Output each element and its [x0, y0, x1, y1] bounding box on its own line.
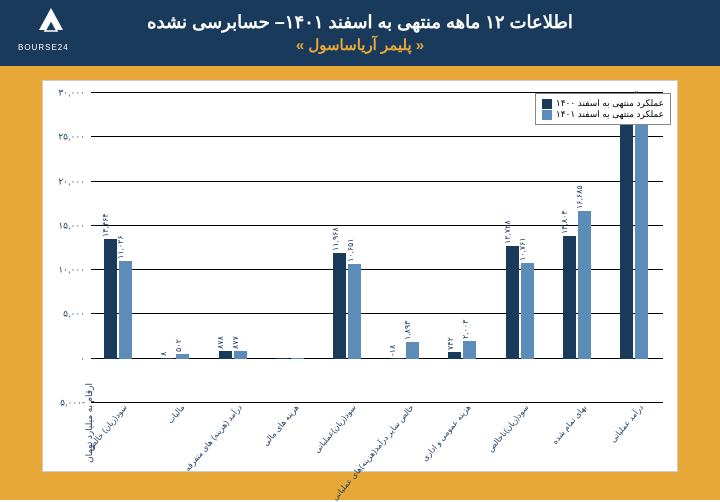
bar-value-label: ۱۱,۰۲۶ — [116, 235, 125, 259]
bar: ۲,۰۰۳ — [463, 341, 476, 359]
bar-value-label: ۸۷۷ — [231, 336, 240, 349]
bar: ۸۷۷ — [234, 351, 247, 359]
brand-logo: BOURSE24 — [18, 6, 69, 52]
chart-area: -۵,۰۰۰ ۰ ۵,۰۰۰ ۱۰,۰۰۰ ۱۵,۰۰۰ ۲۰,۰۰۰ ۲۵,۰۰۰ ۳۰,۰… — [42, 80, 678, 472]
bar: ۸ — [161, 358, 174, 359]
y-tick-label: -۵,۰۰۰ — [60, 398, 85, 409]
bar: ۱۳,۴۶۴ — [104, 239, 117, 358]
bar: ۱۸- — [391, 358, 404, 359]
x-tick-label: مالیات — [165, 403, 186, 425]
x-tick-label: سود(زیان)ناخالص — [486, 403, 530, 454]
y-tick-label: ۲۵,۰۰۰ — [58, 132, 85, 143]
bar-value-label: ۱۶,۶۸۵ — [575, 185, 584, 209]
bar-value-label: ۱۰,۶۵۱ — [346, 239, 355, 263]
bar: ۱۶,۶۸۵ — [578, 211, 591, 359]
frame: BOURSE24 اطلاعات ۱۲ ماهه منتهی به اسفند … — [0, 0, 720, 500]
bar-value-label: ۲,۰۰۳ — [461, 320, 470, 339]
legend-swatch — [542, 110, 552, 120]
bar: ۱۲,۷۲۸ — [506, 246, 519, 359]
page-subtitle: « پلیمر آریاساسول » — [20, 36, 700, 54]
x-tick-label: هزینه های مالی — [261, 403, 301, 448]
y-tick-label: ۲۰,۰۰۰ — [58, 176, 85, 187]
page-title: اطلاعات ۱۲ ماهه منتهی به اسفند ۱۴۰۱– حسا… — [20, 12, 700, 33]
y-tick-label: ۵,۰۰۰ — [63, 309, 85, 320]
legend-label: عملکرد منتهی به اسفند ۱۴۰۱ — [556, 109, 664, 120]
x-tick-label: درآمد (هزینه) های متفرقه — [183, 403, 244, 473]
bar-value-label: ۱۸- — [388, 345, 397, 356]
chart-legend: عملکرد منتهی به اسفند ۱۴۰۰ عملکرد منتهی … — [535, 93, 671, 125]
x-tick-label: بهای تمام شده — [550, 403, 588, 446]
bar-value-label: ۱۲,۷۲۸ — [503, 220, 512, 244]
bar-value-label: ۷۴۲ — [446, 337, 455, 350]
y-tick-label: ۳۰,۰۰۰ — [58, 88, 85, 99]
bar-value-label: ۱۳,۸۰۴ — [560, 211, 569, 235]
bar-value-label: ۸۷۸ — [216, 336, 225, 349]
x-tick-label: درآمد عملیاتی — [609, 403, 646, 444]
bar: ۱۳,۸۰۴ — [563, 236, 576, 358]
legend-swatch — [542, 99, 552, 109]
bar: ۷۴۲ — [448, 352, 461, 359]
bar: ۵۰۲ — [176, 354, 189, 358]
bar-value-label: ۱۱,۹۶۸ — [331, 227, 340, 251]
bar — [291, 358, 304, 359]
legend-item: عملکرد منتهی به اسفند ۱۴۰۱ — [542, 109, 664, 120]
bar-value-label: ۱,۸۹۳ — [403, 321, 412, 340]
y-tick-label: ۰ — [80, 353, 85, 364]
x-tick-label: هزینه عمومی و اداری — [421, 403, 473, 463]
logo-icon — [33, 6, 69, 42]
bar: ۸۷۸ — [219, 351, 232, 359]
chart-plot: -۵,۰۰۰۰۵,۰۰۰۱۰,۰۰۰۱۵,۰۰۰۲۰,۰۰۰۲۵,۰۰۰۳۰,۰… — [91, 93, 663, 403]
legend-label: عملکرد منتهی به اسفند ۱۴۰۰ — [556, 98, 664, 109]
bar: ۲۶,۵۳۲ — [620, 124, 633, 359]
bar: ۱۰,۷۶۱ — [521, 263, 534, 358]
bar — [276, 358, 289, 359]
x-axis-labels: درآمد عملیاتی بهای تمام شده سود(زیان)ناخال… — [91, 401, 663, 471]
bar: ۱۱,۹۶۸ — [333, 253, 346, 359]
y-tick-label: ۱۰,۰۰۰ — [58, 265, 85, 276]
header-bar: BOURSE24 اطلاعات ۱۲ ماهه منتهی به اسفند … — [0, 0, 720, 66]
bar: ۲۷,۴۴۶ — [635, 116, 648, 359]
bar-value-label: ۵۰۲ — [174, 339, 183, 352]
brand-name: BOURSE24 — [18, 43, 69, 52]
bar: ۱۱,۰۲۶ — [119, 261, 132, 359]
bar-value-label: ۸ — [159, 351, 168, 355]
footer-note: ارقام به میلیارد تومان — [84, 383, 95, 463]
x-tick-label: سود(زیان)عملیاتی — [313, 403, 358, 455]
y-tick-label: ۱۵,۰۰۰ — [58, 220, 85, 231]
bar: ۱,۸۹۳ — [406, 342, 419, 359]
bar: ۱۰,۶۵۱ — [348, 264, 361, 358]
bar-value-label: ۱۳,۴۶۴ — [101, 214, 110, 238]
bar-value-label: ۱۰,۷۶۱ — [518, 238, 527, 262]
legend-item: عملکرد منتهی به اسفند ۱۴۰۰ — [542, 98, 664, 109]
